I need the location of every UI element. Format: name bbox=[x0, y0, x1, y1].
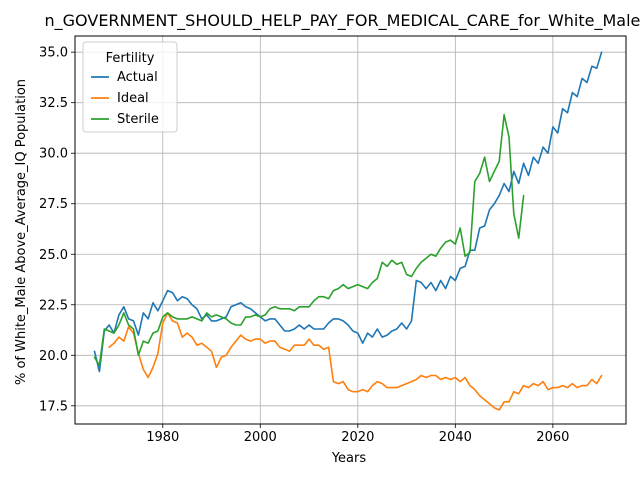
y-tick-label: 20.0 bbox=[39, 349, 68, 364]
legend-item-actual: Actual bbox=[91, 70, 158, 85]
legend-label: Sterile bbox=[117, 112, 159, 127]
y-tick-label: 17.5 bbox=[39, 399, 68, 414]
x-axis-label: Years bbox=[331, 451, 367, 466]
legend-item-ideal: Ideal bbox=[91, 91, 149, 106]
legend: Fertility Actual Ideal Sterile bbox=[82, 41, 178, 133]
x-tick-label: 2060 bbox=[536, 430, 569, 445]
y-axis-label: % of White_Male Above_Average_IQ Populat… bbox=[14, 79, 29, 385]
x-tick-label: 2000 bbox=[244, 430, 277, 445]
legend-box bbox=[82, 41, 178, 133]
y-tick-label: 27.5 bbox=[39, 197, 68, 212]
x-axis: 1980 2000 2020 2040 2060 bbox=[146, 424, 569, 445]
series-line-sterile bbox=[93, 114, 525, 367]
plot-frame bbox=[74, 35, 627, 425]
legend-label: Ideal bbox=[117, 91, 149, 106]
legend-item-sterile: Sterile bbox=[91, 112, 159, 127]
y-tick-label: 30.0 bbox=[39, 147, 68, 162]
legend-entries: Actual Ideal Sterile bbox=[91, 70, 159, 127]
x-tick-label: 2040 bbox=[439, 430, 472, 445]
series-layer bbox=[93, 51, 603, 411]
y-tick-label: 25.0 bbox=[39, 248, 68, 263]
series-line-ideal bbox=[108, 312, 603, 411]
y-tick-label: 22.5 bbox=[39, 298, 68, 313]
chart-title: n_GOVERNMENT_SHOULD_HELP_PAY_FOR_MEDICAL… bbox=[45, 11, 640, 31]
y-tick-label: 32.5 bbox=[39, 96, 68, 111]
grid bbox=[75, 36, 626, 424]
x-tick-label: 2020 bbox=[341, 430, 374, 445]
series-line-actual bbox=[93, 51, 603, 373]
y-axis: 17.5 20.0 22.5 25.0 27.5 30.0 32.5 35.0 bbox=[39, 46, 75, 414]
legend-label: Actual bbox=[117, 70, 158, 85]
legend-title: Fertility bbox=[106, 51, 155, 66]
x-tick-label: 1980 bbox=[146, 430, 179, 445]
y-tick-label: 35.0 bbox=[39, 46, 68, 61]
